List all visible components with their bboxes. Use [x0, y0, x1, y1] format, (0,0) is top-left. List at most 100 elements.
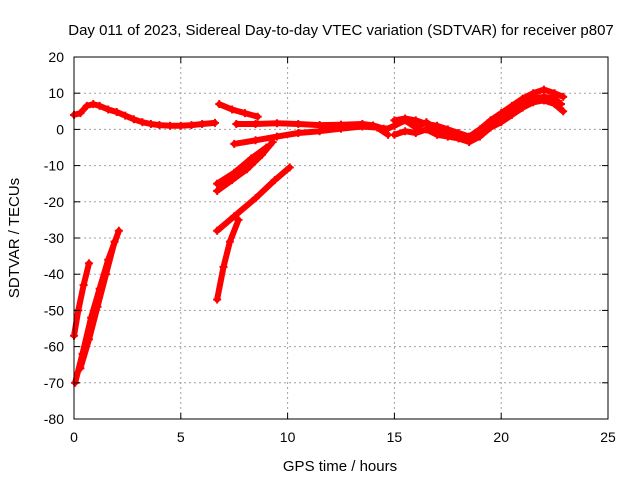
data-point-marker [465, 132, 474, 141]
data-point-marker [539, 96, 548, 105]
data-point-marker [390, 116, 399, 125]
series-line-arc-lower [231, 123, 391, 147]
data-point-marker [262, 143, 271, 152]
data-point-marker [270, 176, 279, 185]
data-point-marker [219, 262, 228, 271]
data-point-marker [539, 85, 548, 94]
x-tick-label: 20 [493, 429, 509, 445]
data-point-marker [454, 129, 463, 138]
data-point-marker [401, 114, 410, 123]
data-point-marker [433, 121, 442, 130]
series-line-arc-descent-a [71, 260, 92, 339]
data-point-marker [166, 121, 175, 130]
data-point-marker [401, 127, 410, 136]
data-point-marker [213, 226, 222, 235]
data-point-marker [251, 194, 260, 203]
data-point-marker [155, 121, 164, 130]
x-tick-label: 5 [177, 429, 185, 445]
data-point-marker [507, 110, 516, 119]
data-point-marker [497, 118, 506, 127]
data-point-marker [411, 129, 420, 138]
data-point-marker [422, 119, 431, 128]
x-tick-label: 25 [600, 429, 616, 445]
x-axis-label: GPS time / hours [283, 458, 397, 475]
data-point-marker [230, 168, 239, 177]
data-point-marker [518, 94, 527, 103]
y-tick-label: -30 [44, 230, 64, 246]
x-tick-label: 0 [70, 429, 78, 445]
y-tick-label: -10 [44, 158, 64, 174]
data-point-marker [272, 119, 281, 128]
data-point-marker [114, 226, 123, 235]
x-tick-label: 10 [280, 429, 296, 445]
data-point-marker [294, 129, 303, 138]
data-point-marker [213, 179, 222, 188]
data-point-marker [294, 119, 303, 128]
y-tick-label: -70 [44, 375, 64, 391]
data-point-marker [89, 100, 98, 109]
data-point-marker [213, 295, 222, 304]
data-point-marker [215, 100, 224, 109]
data-point-marker [121, 111, 130, 120]
y-axis-label: SDTVAR / TECUs [6, 178, 23, 298]
y-tick-label: -80 [44, 411, 64, 427]
series-line-arc-steep [214, 216, 242, 303]
y-tick-label: -50 [44, 302, 64, 318]
y-tick-label: -20 [44, 194, 64, 210]
data-point-marker [84, 259, 93, 268]
data-point-marker [198, 119, 207, 128]
grid-layer [74, 57, 608, 419]
data-point-marker [529, 98, 538, 107]
data-point-marker [497, 109, 506, 118]
data-point-marker [95, 101, 104, 110]
data-point-marker [251, 136, 260, 145]
data-point-marker [272, 132, 281, 141]
data-point-marker [315, 127, 324, 136]
data-point-marker [110, 237, 119, 246]
data-point-marker [559, 92, 568, 101]
data-point-marker [138, 118, 147, 127]
series-line-arc-rise-c [214, 144, 270, 187]
x-tick-label: 15 [387, 429, 403, 445]
data-point-marker [146, 119, 155, 128]
data-point-marker [213, 186, 222, 195]
data-point-marker [475, 125, 484, 134]
chart-title: Day 011 of 2023, Sidereal Day-to-day VTE… [68, 22, 614, 39]
data-point-marker [112, 108, 121, 117]
data-point-marker [232, 119, 241, 128]
data-point-marker [104, 105, 113, 114]
data-point-marker [251, 119, 260, 128]
data-point-marker [230, 212, 239, 221]
y-tick-label: -40 [44, 266, 64, 282]
data-point-marker [79, 281, 88, 290]
data-point-marker [253, 112, 262, 121]
data-point-marker [443, 132, 452, 141]
data-point-marker [550, 89, 559, 98]
data-point-marker [411, 116, 420, 125]
data-point-marker [559, 107, 568, 116]
data-point-marker [176, 121, 185, 130]
ticks-layer: 0 5 10 15 20 25 -80 -70 -60 -50 -40 -30 -20 -10 0 10 20 [44, 49, 616, 445]
y-tick-label: 10 [48, 85, 64, 101]
data-point-marker [550, 100, 559, 109]
series-layer [70, 85, 568, 387]
data-point-marker [486, 116, 495, 125]
data-point-marker [518, 103, 527, 112]
data-point-marker [507, 101, 516, 110]
y-tick-label: -60 [44, 339, 64, 355]
data-point-marker [84, 335, 93, 344]
data-point-marker [443, 125, 452, 134]
data-point-marker [285, 163, 294, 172]
data-point-marker [486, 123, 495, 132]
data-point-marker [93, 302, 102, 311]
data-point-marker [243, 165, 252, 174]
data-point-marker [228, 105, 237, 114]
data-point-marker [373, 123, 382, 132]
data-point-marker [247, 154, 256, 163]
data-point-marker [102, 270, 111, 279]
data-point-marker [210, 118, 219, 127]
y-tick-label: 0 [56, 121, 64, 137]
data-point-marker [433, 130, 442, 139]
data-point-marker [358, 122, 367, 131]
